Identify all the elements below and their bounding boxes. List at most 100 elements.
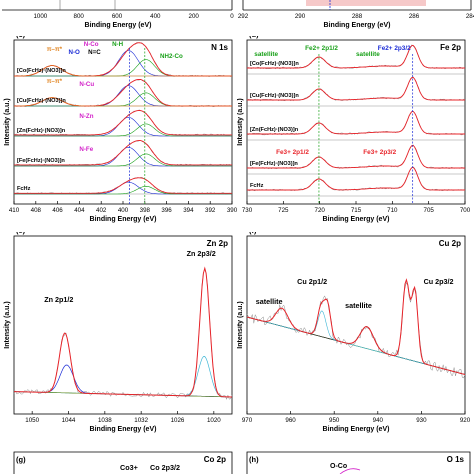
panel-e-zn2p: 1050 1044 1038 1032 1026 1020 Binding Energy (… — [4, 232, 233, 433]
y-axis-label: Intensity (a.u.) — [4, 98, 11, 145]
x-tick-label: 390 — [227, 207, 237, 214]
peak-annotation: N-Zn — [79, 113, 93, 120]
x-tick-label: 406 — [52, 207, 63, 214]
x-tick-label: 0 — [230, 13, 234, 20]
spectra: [Co(FcHz)·(NO3)]n [Cu(FcHz)·(NO3)]n [Zn(Fc… — [13, 41, 233, 204]
peak-annotation: π–π* — [47, 46, 63, 53]
spectra: Zn 2p1/2 Zn 2p3/2 — [13, 249, 233, 401]
sample-label: FcHz — [17, 186, 31, 192]
x-tick-label: 408 — [31, 207, 42, 214]
y-axis-label: Intensity (a.u.) — [237, 301, 244, 348]
x-tick-label: 725 — [278, 207, 289, 214]
peak-annotation: N=C — [88, 49, 101, 56]
x-tick-label: 1038 — [98, 417, 112, 424]
sample-label: [Co(FcHz)·(NO3)]n — [250, 61, 299, 67]
panel-g-partial: (g) Co3+ Co 2p3/2 Co 2p — [13, 451, 233, 474]
plot-frame — [246, 451, 471, 474]
y-axis-label: Intensity (a.u.) — [237, 98, 244, 145]
plot-frame — [246, 235, 466, 415]
panel-tag: (h) — [249, 455, 259, 464]
x-tick-label: 404 — [74, 207, 85, 214]
plot-frame — [13, 39, 233, 205]
envelope-fit — [247, 77, 465, 101]
axes: 1050 1044 1038 1032 1026 1020 Binding Energy (… — [4, 232, 233, 433]
axes: 730 725 720 715 710 705 700 Binding Energy (eV)… — [237, 36, 471, 223]
fit-component — [14, 185, 232, 195]
fit-component — [14, 123, 232, 137]
peak-annotation: satellite — [356, 51, 380, 58]
x-tick-label: 290 — [295, 13, 306, 20]
spectra: satellite Cu 2p1/2 satellite Cu 2p3/2 — [246, 277, 466, 379]
x-axis-label: Binding Energy (eV) — [90, 426, 157, 433]
x-axis-label: Binding Energy (eV) — [323, 216, 390, 223]
panel-h-partial: (h) O-Co O 1s — [246, 451, 471, 474]
spectrum-raw — [246, 166, 466, 192]
panel-title: O 1s — [447, 455, 465, 464]
peak-annotation: Fe3+ 2p3/2 — [363, 149, 396, 156]
x-tick-label: 288 — [352, 13, 363, 20]
x-tick-label: 700 — [460, 207, 471, 214]
sample-label: FcHz — [250, 183, 264, 189]
panel-f-cu2p: 970 960 950 940 930 920 Binding Energy (eV) Int… — [237, 232, 471, 433]
sample-label: [Cu(FcHz)·(NO3)]n — [17, 98, 66, 104]
peak-annotation: Zn 2p3/2 — [187, 249, 216, 258]
top-strip: 1000 800 600 400 200 0 Binding Energy (eV) 292… — [2, 0, 474, 29]
peak-annotation: O-Co — [330, 463, 347, 470]
x-tick-label: 392 — [205, 207, 216, 214]
x-tick-label: 400 — [150, 13, 161, 20]
envelope-fit — [14, 110, 232, 136]
x-tick-label: 920 — [460, 417, 471, 424]
peak-annotation: N-O — [69, 49, 81, 56]
x-tick-label: 1000 — [33, 13, 47, 20]
y-axis-label: Intensity (a.u.) — [4, 301, 11, 348]
peak-annotation: Cu 2p1/2 — [297, 277, 327, 286]
x-tick-label: 600 — [112, 13, 123, 20]
spectra: [Co(FcHz)·(NO3)]n [Cu(FcHz)·(NO3)]n [Zn(Fc… — [246, 44, 466, 204]
x-tick-label: 715 — [351, 207, 362, 214]
envelope-fit — [247, 145, 465, 169]
panel-d-fe2p: 730 725 720 715 710 705 700 Binding Energy (eV)… — [237, 36, 471, 223]
panel-a-partial: 1000 800 600 400 200 0 Binding Energy (eV) — [2, 0, 234, 29]
peak-annotation: Fe2+ 2p1/2 — [305, 45, 338, 52]
panel-title: Cu 2p — [439, 239, 461, 248]
fit-component — [14, 153, 232, 167]
axes: 410 408 406 404 402 400 398 396 394 392 390 Binding… — [4, 36, 237, 223]
peak-annotation: satellite — [345, 301, 372, 310]
fit-component — [14, 97, 232, 107]
x-axis-label: Binding Energy (eV) — [85, 22, 152, 29]
panel-c-n1s: 410 408 406 404 402 400 398 396 394 392 390 Binding… — [4, 36, 237, 223]
peak-annotation: N-Cu — [79, 81, 94, 88]
bottom-strip: (g) Co3+ Co 2p3/2 Co 2p (h) O-Co O 1s — [13, 451, 471, 474]
plot-frame — [13, 235, 233, 415]
peak-annotation: Cu 2p3/2 — [424, 277, 454, 286]
envelope-fit — [247, 45, 465, 69]
x-tick-label: 970 — [242, 417, 253, 424]
panel-title: Fe 2p — [440, 43, 461, 52]
envelope-fit — [246, 278, 466, 375]
peak-annotation: Fe2+ 2p3/2 — [378, 45, 411, 52]
x-tick-label: 1026 — [171, 417, 185, 424]
panel-tag: (d) — [249, 36, 259, 39]
fit-component — [246, 310, 466, 375]
sample-label: [Fe(FcHz)·(NO3)]n — [17, 158, 65, 164]
x-tick-label: 400 — [118, 207, 129, 214]
panel-tag: (e) — [16, 232, 26, 235]
peak-annotation: N-Co — [84, 41, 99, 48]
x-tick-label: 1020 — [207, 417, 221, 424]
x-tick-label: 398 — [140, 207, 151, 214]
x-tick-label: 200 — [189, 13, 200, 20]
x-tick-label: 410 — [9, 207, 20, 214]
x-tick-label: 800 — [74, 13, 85, 20]
x-tick-label: 940 — [373, 417, 384, 424]
peak-annotation: N-H — [112, 41, 124, 48]
x-axis-label: Binding Energy (eV) — [90, 216, 157, 223]
x-tick-label: 286 — [409, 13, 420, 20]
sample-label: [Cu(FcHz)·(NO3)]n — [250, 93, 299, 99]
panel-tag: (c) — [16, 36, 26, 39]
peak-annotation: Co 2p3/2 — [150, 463, 180, 472]
x-tick-label: 960 — [285, 417, 296, 424]
x-tick-label: 396 — [161, 207, 172, 214]
peak-annotation: NH2-Co — [160, 53, 183, 60]
panel-tag: (f) — [249, 232, 257, 235]
plot-frame — [13, 451, 233, 474]
